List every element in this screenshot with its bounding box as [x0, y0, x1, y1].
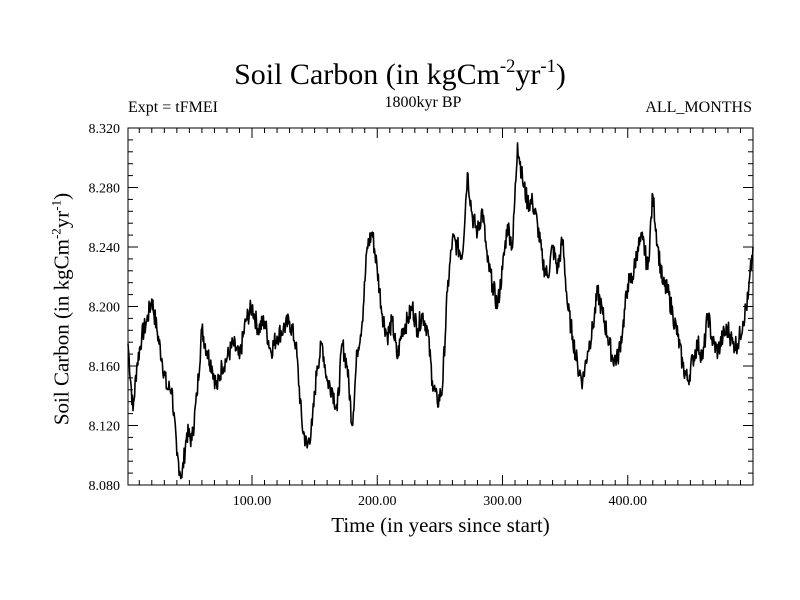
x-axis-label: Time (in years since start)	[331, 513, 550, 537]
x-tick-label: 400.00	[608, 494, 647, 509]
y-tick-label: 8.240	[89, 241, 121, 256]
experiment-label: Expt = tFMEI	[128, 99, 218, 116]
chart-subtitle: 1800kyr BP	[384, 94, 462, 111]
x-tick-label: 300.00	[483, 494, 522, 509]
chart-title: Soil Carbon (in kgCm-2yr-1)	[234, 56, 566, 91]
y-tick-label: 8.160	[89, 360, 121, 375]
y-tick-label: 8.200	[89, 301, 121, 316]
axis-ticks	[128, 128, 753, 485]
x-tick-label: 100.00	[233, 494, 272, 509]
y-tick-label: 8.120	[89, 420, 121, 435]
months-label: ALL_MONTHS	[645, 99, 752, 116]
series-line-soil-carbon	[127, 142, 754, 480]
x-tick-label: 200.00	[358, 494, 397, 509]
y-tick-label: 8.080	[89, 479, 121, 494]
y-tick-label: 8.320	[89, 122, 121, 137]
plot-frame	[127, 127, 754, 486]
axis-tick-labels: 100.00 200.00 300.00 400.00 8.080 8.120 8.160 8…	[89, 122, 647, 509]
y-tick-label: 8.280	[89, 182, 121, 197]
